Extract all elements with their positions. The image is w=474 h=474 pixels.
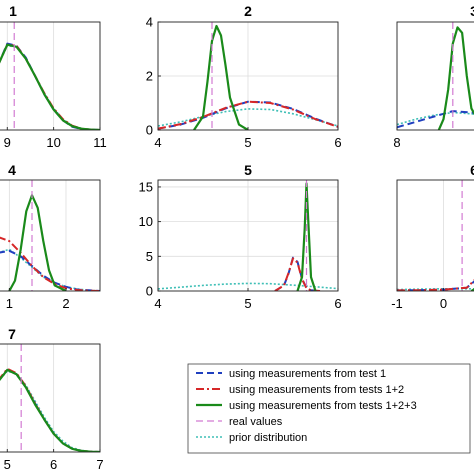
legend-box bbox=[187, 363, 471, 454]
subplot-1: 9 10 111 bbox=[0, 3, 107, 150]
plot-area bbox=[0, 180, 100, 291]
series-test1 bbox=[0, 42, 100, 130]
series-test12 bbox=[0, 367, 100, 452]
series-test123 bbox=[0, 368, 100, 452]
tick-label-y: 4 bbox=[146, 15, 153, 30]
series-test1 bbox=[0, 249, 100, 291]
tick-label-y: 0 bbox=[146, 284, 153, 299]
tick-label-x: 9 bbox=[4, 135, 11, 150]
tick-label-y: 10 bbox=[139, 214, 153, 229]
tick-label-x: 6 bbox=[50, 457, 57, 472]
series-test1 bbox=[0, 368, 100, 452]
legend-label: prior distribution bbox=[229, 432, 307, 444]
tick-label-x: 2 bbox=[62, 296, 69, 311]
tick-label-x: 5 bbox=[4, 457, 11, 472]
plot-area bbox=[0, 22, 100, 130]
subplot-title: 4 bbox=[8, 162, 16, 178]
axes-frame bbox=[0, 179, 101, 292]
legend-entry-real: real values bbox=[196, 416, 283, 428]
tick-label-x: 4 bbox=[154, 296, 161, 311]
subplot-title: 7 bbox=[8, 326, 16, 342]
legend-label: real values bbox=[229, 416, 283, 428]
plot-area bbox=[397, 180, 474, 291]
subplot-2: 4 5 6 0 2 4 2 bbox=[146, 3, 342, 150]
tick-label-x: 7 bbox=[96, 457, 103, 472]
subplot-4: 1 2 4 bbox=[0, 162, 101, 311]
tick-label-x: 0 bbox=[440, 296, 447, 311]
tick-label-x: 5 bbox=[244, 296, 251, 311]
series-prior bbox=[158, 108, 338, 127]
tick-label-x: 4 bbox=[154, 135, 161, 150]
subplot-title: 5 bbox=[244, 162, 252, 178]
tick-label-x: 6 bbox=[334, 296, 341, 311]
tick-label-y: 5 bbox=[146, 249, 153, 264]
legend-entry-test12: using measurements from tests 1+2 bbox=[196, 384, 404, 396]
series-test12 bbox=[397, 279, 474, 291]
subplot-title: 3 bbox=[470, 3, 474, 19]
series-test12 bbox=[158, 100, 338, 130]
series-test1 bbox=[397, 110, 474, 129]
subplot-6: -1 0 6 bbox=[391, 162, 474, 311]
tick-label-x: 11 bbox=[93, 135, 107, 150]
subplot-grid: 9101114560242831244560510155-1065677 bbox=[0, 3, 474, 472]
series-prior bbox=[0, 370, 100, 452]
legend-label: using measurements from tests 1+2 bbox=[229, 384, 404, 396]
tick-label-y: 2 bbox=[146, 69, 153, 84]
plot-area bbox=[0, 344, 100, 452]
subplot-title: 6 bbox=[470, 162, 474, 178]
legend-entry-test123: using measurements from tests 1+2+3 bbox=[196, 400, 417, 412]
plot-area bbox=[158, 22, 338, 130]
subplot-7: 5 6 7 7 bbox=[0, 326, 104, 472]
plot-area bbox=[397, 22, 474, 130]
series-prior bbox=[397, 111, 474, 126]
series-test123 bbox=[0, 43, 100, 130]
legend-label: using measurements from test 1 bbox=[229, 368, 386, 380]
legend-label: using measurements from tests 1+2+3 bbox=[229, 400, 417, 412]
series-prior bbox=[0, 248, 100, 291]
tick-label-x: 5 bbox=[244, 135, 251, 150]
tick-label-x: 1 bbox=[6, 296, 13, 311]
legend-entry-test1: using measurements from test 1 bbox=[196, 368, 386, 380]
series-prior bbox=[0, 45, 100, 130]
axes-frame bbox=[0, 21, 101, 131]
series-test12 bbox=[0, 43, 100, 130]
tick-label-x: -1 bbox=[391, 296, 403, 311]
tick-label-x: 6 bbox=[334, 135, 341, 150]
tick-label-x: 8 bbox=[393, 135, 400, 150]
axes-frame bbox=[0, 343, 101, 453]
legend: using measurements from test 1 using mea… bbox=[187, 363, 471, 454]
series-test123 bbox=[193, 24, 249, 130]
series-test12 bbox=[0, 236, 100, 291]
legend-entry-prior: prior distribution bbox=[196, 432, 307, 444]
series-test12 bbox=[274, 257, 321, 291]
series-test123 bbox=[437, 26, 474, 130]
series-test123 bbox=[8, 194, 67, 291]
axes-frame bbox=[396, 21, 474, 131]
subplot-5: 4 5 6 0 5 10 15 5 bbox=[139, 162, 342, 311]
subplot-3: 83 bbox=[393, 3, 474, 150]
tick-label-y: 15 bbox=[139, 179, 153, 194]
subplot-title: 2 bbox=[244, 3, 252, 19]
subplot-title: 1 bbox=[9, 3, 17, 19]
plot-area bbox=[158, 180, 338, 291]
tick-label-y: 0 bbox=[146, 123, 153, 138]
tick-label-x: 10 bbox=[46, 135, 60, 150]
